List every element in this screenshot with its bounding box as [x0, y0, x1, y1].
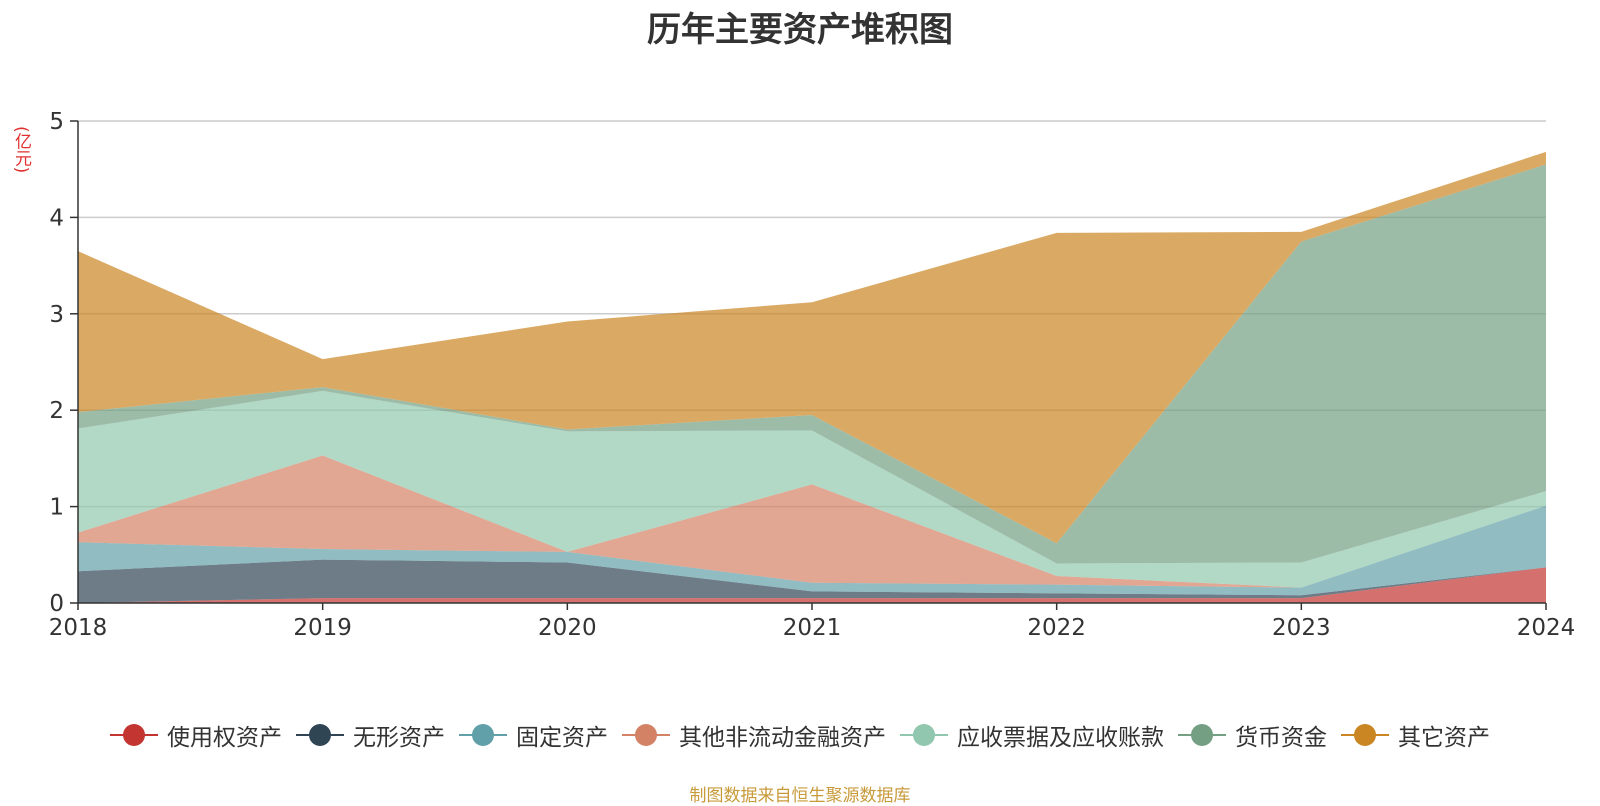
chart-title: 历年主要资产堆积图	[647, 10, 953, 50]
legend-label: 其他非流动金融资产	[679, 725, 886, 751]
axes: 0 1 2 3 4 5 2018 2019 2020 2021 2022 2023 2024	[49, 109, 1576, 641]
legend-label: 应收票据及应收账款	[957, 725, 1164, 751]
legend-label: 固定资产	[516, 725, 608, 751]
legend-item-1[interactable]: 无形资产	[296, 718, 445, 752]
legend-item-3[interactable]: 其他非流动金融资产	[622, 718, 886, 752]
legend-label: 无形资产	[353, 725, 445, 751]
area-series-2[interactable]	[78, 505, 1546, 596]
legend-marker-icon	[622, 723, 670, 747]
x-tick-label: 2022	[1027, 615, 1086, 641]
legend-marker-icon	[1178, 723, 1226, 747]
x-tick-label: 2021	[783, 615, 842, 641]
x-tick-label: 2020	[538, 615, 597, 641]
legend-item-2[interactable]: 固定资产	[459, 718, 608, 752]
legend-marker-icon	[900, 723, 948, 747]
y-axis-unit-label: (亿元)	[11, 126, 31, 174]
x-tick-label: 2019	[293, 615, 352, 641]
y-tick-label: 5	[49, 109, 64, 135]
stacked-area-chart: 0 1 2 3 4 5 2018 2019 2020 2021 2022 2023 2024	[49, 109, 1576, 641]
legend: 使用权资产 无形资产 固定资产 其他非流动金融资产 应收票据及应收账款 货币资金 其它资产	[0, 718, 1600, 753]
legend-label: 货币资金	[1235, 725, 1327, 751]
legend-item-6[interactable]: 其它资产	[1341, 718, 1490, 752]
source-note: 制图数据来自恒生聚源数据库	[689, 786, 911, 806]
legend-marker-icon	[459, 723, 507, 747]
legend-marker-icon	[296, 723, 344, 747]
x-tick-label: 2024	[1517, 615, 1576, 641]
y-tick-label: 2	[49, 398, 64, 424]
area-series-1[interactable]	[78, 559, 1546, 603]
legend-label: 使用权资产	[167, 725, 282, 751]
area-series-5[interactable]	[78, 164, 1546, 564]
area-series-6[interactable]	[78, 151, 1546, 544]
y-tick-label: 4	[49, 205, 64, 231]
area-series-3[interactable]	[78, 455, 1546, 588]
area-series-0[interactable]	[78, 567, 1546, 603]
y-tick-label: 1	[49, 495, 64, 521]
x-tick-label: 2018	[49, 615, 108, 641]
legend-item-4[interactable]: 应收票据及应收账款	[900, 718, 1164, 752]
series-areas	[78, 151, 1546, 603]
area-series-4[interactable]	[78, 390, 1546, 588]
y-tick-label: 3	[49, 302, 64, 328]
y-tick-label: 0	[49, 591, 64, 617]
legend-label: 其它资产	[1398, 725, 1490, 751]
legend-marker-icon	[110, 723, 158, 747]
legend-item-5[interactable]: 货币资金	[1178, 718, 1327, 752]
x-tick-label: 2023	[1272, 615, 1331, 641]
legend-item-0[interactable]: 使用权资产	[110, 718, 282, 752]
legend-marker-icon	[1341, 723, 1389, 747]
